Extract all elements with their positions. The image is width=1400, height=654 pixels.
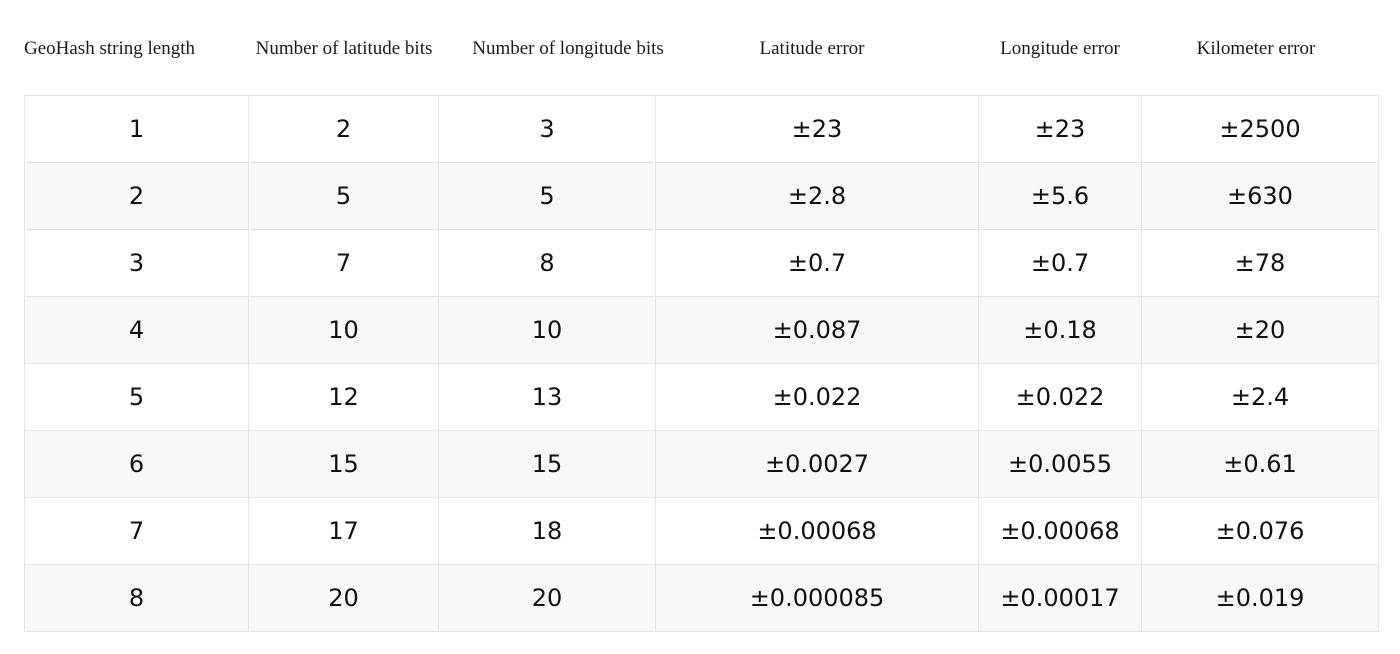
cell-longitude-bits: 3 [438,95,656,163]
cell-longitude-error: ±23 [978,95,1142,163]
cell-latitude-error: ±0.000085 [655,564,979,632]
cell-longitude-bits: 13 [438,363,656,431]
header-kilometer-error: Kilometer error [1196,38,1316,59]
cell-longitude-error: ±0.00068 [978,497,1142,565]
cell-latitude-error: ±0.0027 [655,430,979,498]
table-row: 2 5 5 ±2.8 ±5.6 ±630 [24,162,1379,230]
header-longitude-bits: Number of longitude bits [472,38,664,59]
cell-latitude-error: ±0.087 [655,296,979,364]
cell-longitude-bits: 8 [438,229,656,297]
table-row: 5 12 13 ±0.022 ±0.022 ±2.4 [24,363,1379,431]
cell-longitude-bits: 5 [438,162,656,230]
cell-latitude-error: ±23 [655,95,979,163]
cell-latitude-error: ±0.022 [655,363,979,431]
cell-kilometer-error: ±2.4 [1141,363,1379,431]
header-geohash-string-length: GeoHash string length [24,38,195,59]
cell-kilometer-error: ±0.019 [1141,564,1379,632]
cell-string-length: 3 [24,229,249,297]
cell-longitude-error: ±0.022 [978,363,1142,431]
header-latitude-error: Latitude error [759,38,865,59]
cell-latitude-bits: 2 [248,95,439,163]
cell-string-length: 7 [24,497,249,565]
cell-latitude-bits: 15 [248,430,439,498]
cell-longitude-bits: 15 [438,430,656,498]
cell-kilometer-error: ±0.076 [1141,497,1379,565]
cell-longitude-error: ±0.18 [978,296,1142,364]
table-row: 6 15 15 ±0.0027 ±0.0055 ±0.61 [24,430,1379,498]
cell-string-length: 5 [24,363,249,431]
cell-latitude-bits: 5 [248,162,439,230]
cell-string-length: 6 [24,430,249,498]
table-row: 3 7 8 ±0.7 ±0.7 ±78 [24,229,1379,297]
header-longitude-error: Longitude error [1000,38,1120,59]
cell-longitude-error: ±5.6 [978,162,1142,230]
cell-string-length: 2 [24,162,249,230]
header-latitude-bits: Number of latitude bits [255,38,433,59]
cell-latitude-bits: 20 [248,564,439,632]
table-row: 7 17 18 ±0.00068 ±0.00068 ±0.076 [24,497,1379,565]
cell-string-length: 4 [24,296,249,364]
cell-latitude-bits: 17 [248,497,439,565]
table-row: 1 2 3 ±23 ±23 ±2500 [24,95,1379,163]
geohash-precision-table: 1 2 3 ±23 ±23 ±2500 2 5 5 ±2.8 ±5.6 ±630… [24,95,1379,632]
cell-longitude-error: ±0.7 [978,229,1142,297]
cell-longitude-error: ±0.00017 [978,564,1142,632]
cell-longitude-error: ±0.0055 [978,430,1142,498]
cell-kilometer-error: ±78 [1141,229,1379,297]
cell-longitude-bits: 20 [438,564,656,632]
cell-kilometer-error: ±0.61 [1141,430,1379,498]
table-row: 4 10 10 ±0.087 ±0.18 ±20 [24,296,1379,364]
cell-longitude-bits: 18 [438,497,656,565]
table-header: GeoHash string length Number of latitude… [0,0,1400,95]
cell-latitude-error: ±0.00068 [655,497,979,565]
cell-longitude-bits: 10 [438,296,656,364]
table-body: 1 2 3 ±23 ±23 ±2500 2 5 5 ±2.8 ±5.6 ±630… [24,95,1379,632]
cell-kilometer-error: ±630 [1141,162,1379,230]
cell-kilometer-error: ±20 [1141,296,1379,364]
cell-latitude-bits: 7 [248,229,439,297]
cell-latitude-bits: 10 [248,296,439,364]
cell-kilometer-error: ±2500 [1141,95,1379,163]
cell-latitude-bits: 12 [248,363,439,431]
cell-latitude-error: ±2.8 [655,162,979,230]
cell-string-length: 1 [24,95,249,163]
table-row: 8 20 20 ±0.000085 ±0.00017 ±0.019 [24,564,1379,632]
cell-latitude-error: ±0.7 [655,229,979,297]
cell-string-length: 8 [24,564,249,632]
